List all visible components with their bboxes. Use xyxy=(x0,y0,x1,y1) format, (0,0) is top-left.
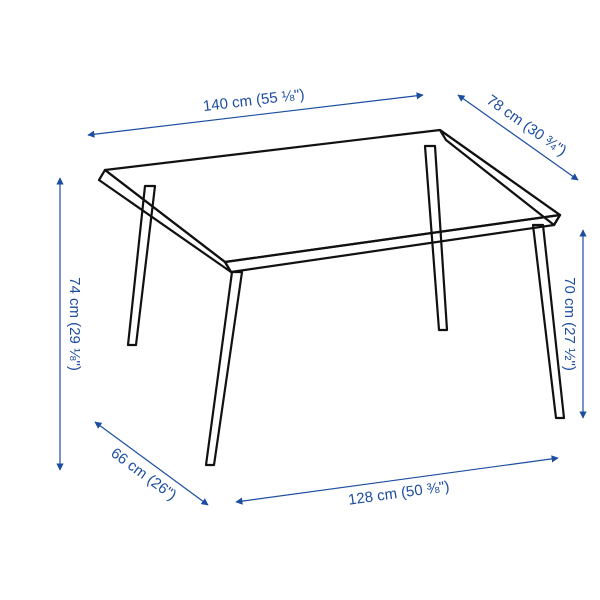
height-left-label: 74 cm (29 ⅛") xyxy=(66,277,83,371)
height-right-label: 70 cm (27 ½") xyxy=(561,277,578,371)
